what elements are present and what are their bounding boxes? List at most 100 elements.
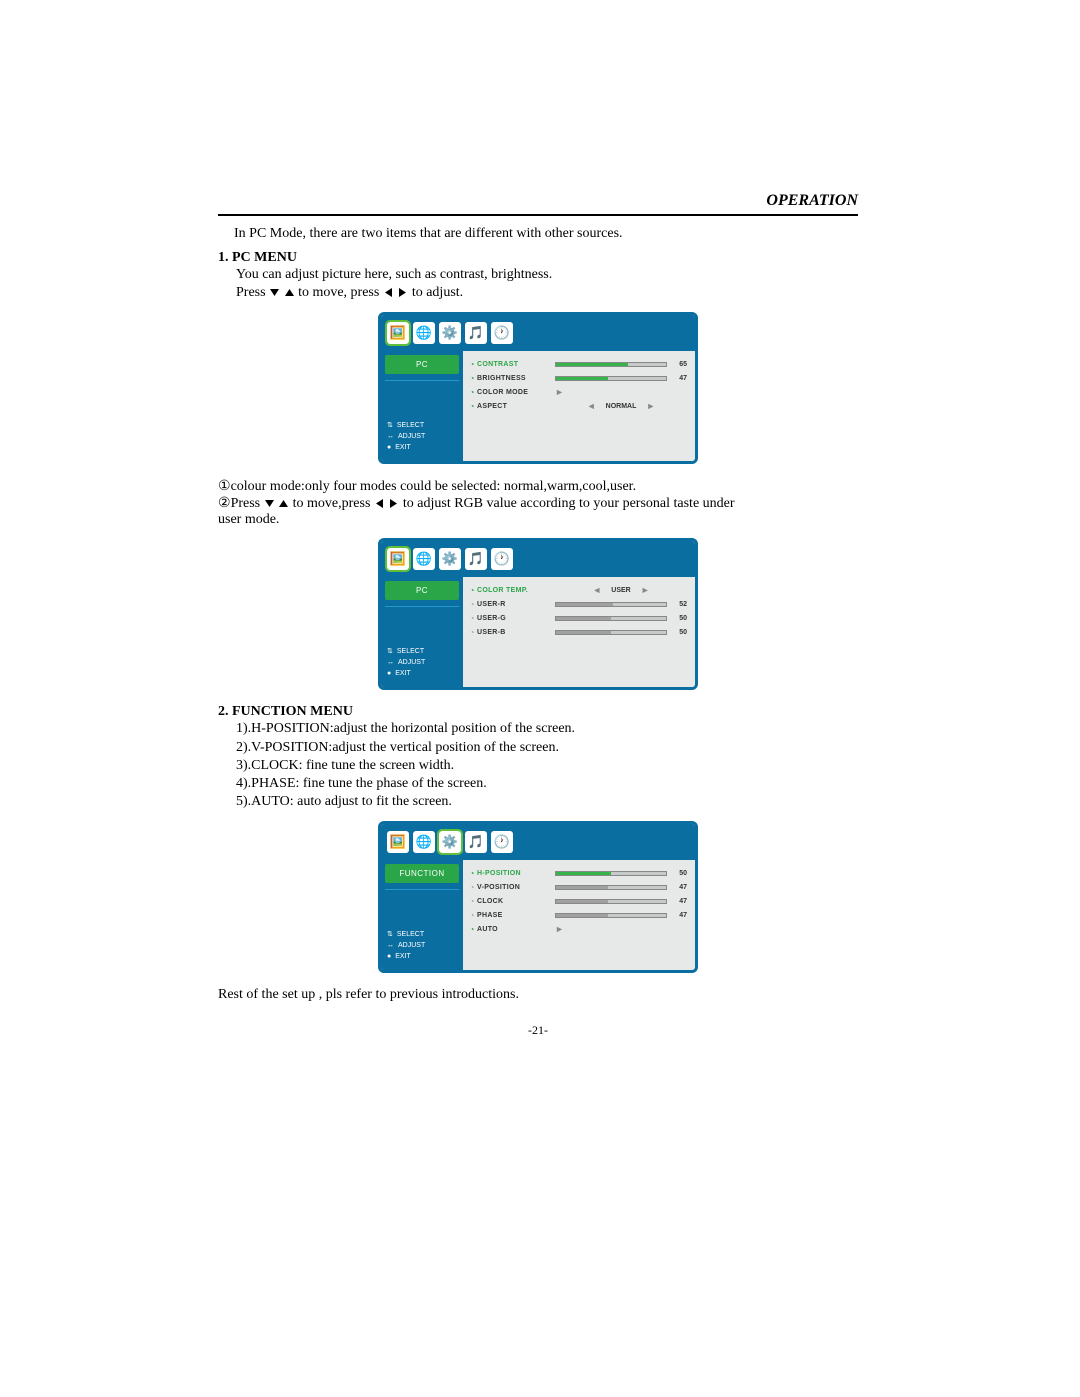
menu-tab-icon[interactable]: 🎵 <box>465 322 487 344</box>
section1-line2: Press to move, press to adjust. <box>236 284 858 302</box>
txt: to adjust. <box>412 285 463 300</box>
setting-label: BRIGHTNESS <box>477 375 555 382</box>
menu-settings: ◔COLOR TEMP.◄USER►◔USER-R52◔USER-G50◔USE… <box>463 577 695 687</box>
slider-bar[interactable] <box>555 376 667 381</box>
bullet-icon: ◔ <box>467 586 477 595</box>
menu-tab-icon[interactable]: 🖼️ <box>387 831 409 853</box>
note-2b: user mode. <box>218 512 858 528</box>
slider-bar[interactable] <box>555 630 667 635</box>
txt: Press <box>231 496 264 511</box>
circled-2-icon: ② <box>218 495 231 512</box>
menu-tab-icon[interactable]: 🖼️ <box>387 322 409 344</box>
divider <box>385 606 459 607</box>
dot-icon: ● <box>387 668 391 679</box>
bullet-icon: ◔ <box>467 600 477 609</box>
slider-bar[interactable] <box>555 871 667 876</box>
setting-label: USER-R <box>477 601 555 608</box>
enter-arrow[interactable]: ► <box>555 387 687 397</box>
menu-tab-icon[interactable]: ⚙️ <box>439 548 461 570</box>
menu-tab-icon[interactable]: ⚙️ <box>439 322 461 344</box>
slider-bar[interactable] <box>555 362 667 367</box>
right-arrow-icon[interactable]: ► <box>555 387 564 397</box>
setting-row[interactable]: ◔CLOCK47 <box>467 894 687 908</box>
setting-value: ◄NORMAL► <box>555 401 687 411</box>
setting-row[interactable]: ◔ASPECT◄NORMAL► <box>467 399 687 413</box>
osd-menu: 🖼️🌐⚙️🎵🕐FUNCTION⇅SELECT↔ADJUST●EXIT◔H-POS… <box>378 821 698 973</box>
txt: colour mode:only four modes could be sel… <box>231 479 637 494</box>
menu-tab-icon[interactable]: 🕐 <box>491 322 513 344</box>
slider-bar[interactable] <box>555 913 667 918</box>
value-number: 47 <box>671 898 687 905</box>
setting-label: CONTRAST <box>477 361 555 368</box>
enter-arrow[interactable]: ► <box>555 924 687 934</box>
setting-label: AUTO <box>477 926 555 933</box>
menu-tab-icon[interactable]: 🖼️ <box>387 548 409 570</box>
bullet-icon: ◔ <box>467 925 477 934</box>
setting-label: CLOCK <box>477 898 555 905</box>
value-number: 50 <box>671 870 687 877</box>
setting-value: 50 <box>555 629 687 636</box>
slider-bar[interactable] <box>555 602 667 607</box>
right-arrow-icon[interactable]: ► <box>555 924 564 934</box>
hint-adjust: ↔ADJUST <box>387 940 457 951</box>
hint-exit: ●EXIT <box>387 951 457 962</box>
section1-line1: You can adjust picture here, such as con… <box>236 266 858 284</box>
sidebar-tab[interactable]: PC <box>385 581 459 600</box>
slider-bar[interactable] <box>555 885 667 890</box>
menu-tab-icon[interactable]: 🌐 <box>413 322 435 344</box>
setting-row[interactable]: ◔USER-G50 <box>467 611 687 625</box>
value-number: 65 <box>671 361 687 368</box>
setting-row[interactable]: ◔H-POSITION50 <box>467 866 687 880</box>
setting-row[interactable]: ◔BRIGHTNESS47 <box>467 371 687 385</box>
left-arrow-icon[interactable]: ◄ <box>592 585 601 595</box>
section2-list: 1).H-POSITION:adjust the horizontal posi… <box>236 720 858 811</box>
dot-icon: ● <box>387 951 391 962</box>
menu-body: PC⇅SELECT↔ADJUST●EXIT◔COLOR TEMP.◄USER►◔… <box>381 577 695 687</box>
right-arrow-icon[interactable]: ► <box>641 585 650 595</box>
menu-tab-icon[interactable]: 🎵 <box>465 831 487 853</box>
menu-body: FUNCTION⇅SELECT↔ADJUST●EXIT◔H-POSITION50… <box>381 860 695 970</box>
setting-value: 47 <box>555 912 687 919</box>
list-item: 1).H-POSITION:adjust the horizontal posi… <box>236 720 858 738</box>
menu-header: 🖼️🌐⚙️🎵🕐 <box>381 541 695 577</box>
select-value[interactable]: ◄USER► <box>555 585 687 595</box>
menu-header: 🖼️🌐⚙️🎵🕐 <box>381 824 695 860</box>
menu-tab-icon[interactable]: ⚙️ <box>439 831 461 853</box>
header-rule: OPERATION <box>218 196 858 216</box>
hint-select: ⇅SELECT <box>387 646 457 657</box>
leftright-icon: ↔ <box>387 431 394 442</box>
setting-row[interactable]: ◔AUTO► <box>467 922 687 936</box>
setting-row[interactable]: ◔PHASE47 <box>467 908 687 922</box>
sidebar-hints: ⇅SELECT↔ADJUST●EXIT <box>385 644 459 684</box>
menu-tab-icon[interactable]: 🕐 <box>491 548 513 570</box>
setting-row[interactable]: ◔USER-B50 <box>467 625 687 639</box>
right-arrow-icon[interactable]: ► <box>646 401 655 411</box>
slider-bar[interactable] <box>555 616 667 621</box>
down-arrow-icon <box>269 287 280 298</box>
left-arrow-icon[interactable]: ◄ <box>587 401 596 411</box>
page-number: -21- <box>218 1023 858 1038</box>
menu-tab-icon[interactable]: 🕐 <box>491 831 513 853</box>
list-item: 4).PHASE: fine tune the phase of the scr… <box>236 775 858 793</box>
sidebar-tab[interactable]: PC <box>385 355 459 374</box>
setting-row[interactable]: ◔USER-R52 <box>467 597 687 611</box>
txt: to adjust RGB value according to your pe… <box>403 496 735 511</box>
sidebar-tab[interactable]: FUNCTION <box>385 864 459 883</box>
value-number: 47 <box>671 912 687 919</box>
bullet-icon: ◔ <box>467 911 477 920</box>
menu-tab-icon[interactable]: 🌐 <box>413 831 435 853</box>
value-number: 47 <box>671 884 687 891</box>
select-value[interactable]: ◄NORMAL► <box>555 401 687 411</box>
slider-bar[interactable] <box>555 899 667 904</box>
txt: to move, press <box>298 285 383 300</box>
setting-row[interactable]: ◔COLOR TEMP.◄USER► <box>467 583 687 597</box>
txt: Press <box>236 285 269 300</box>
menu-tab-icon[interactable]: 🌐 <box>413 548 435 570</box>
menu-tab-icon[interactable]: 🎵 <box>465 548 487 570</box>
setting-row[interactable]: ◔CONTRAST65 <box>467 357 687 371</box>
setting-label: USER-G <box>477 615 555 622</box>
setting-row[interactable]: ◔V-POSITION47 <box>467 880 687 894</box>
setting-row[interactable]: ◔COLOR MODE► <box>467 385 687 399</box>
notes-block: ①colour mode:only four modes could be se… <box>218 478 858 528</box>
sidebar-hints: ⇅SELECT↔ADJUST●EXIT <box>385 418 459 458</box>
